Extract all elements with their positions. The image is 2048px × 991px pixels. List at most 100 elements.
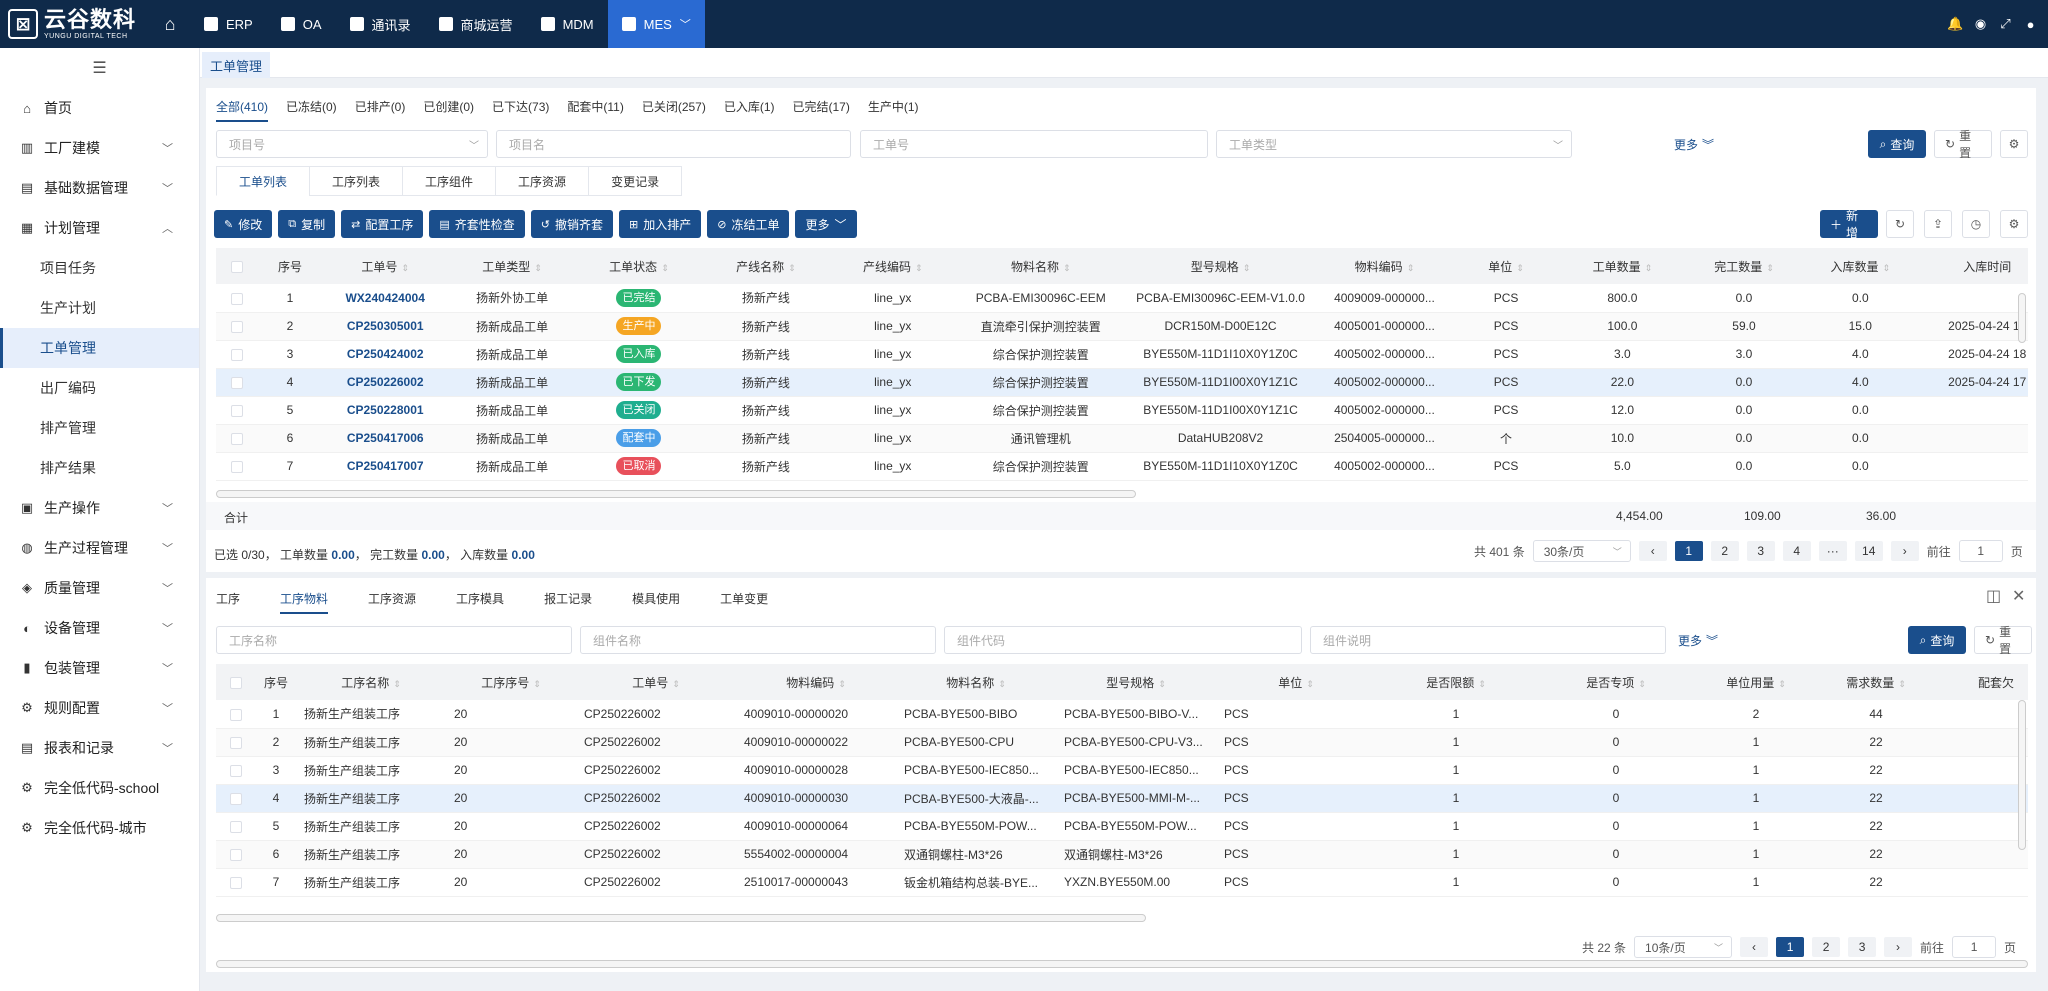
table-row[interactable]: 2 扬新生产组装工序 20 CP250226002 4009010-00000022 PC… <box>216 728 2028 757</box>
column-header[interactable]: 工单状态 ⇕ <box>575 248 703 284</box>
sub-tab[interactable]: 工序列表 <box>309 166 403 196</box>
sidebar-subitem[interactable]: 排产结果 <box>40 460 96 476</box>
sort-icon[interactable]: ⇕ <box>1516 262 1524 273</box>
toolbar-button[interactable]: ⊞ 加入排产 <box>619 210 702 238</box>
column-header[interactable]: 需求数量 ⇕ <box>1816 664 1936 700</box>
column-header[interactable]: 物料名称 ⇕ <box>956 248 1126 284</box>
column-settings-icon[interactable]: ⚙ <box>2000 210 2028 238</box>
top-nav-item[interactable]: MDM <box>527 0 608 48</box>
sidebar-subitem[interactable]: 排产管理 <box>40 420 96 436</box>
column-header[interactable]: 型号规格 ⇕ <box>1125 248 1316 284</box>
sort-icon[interactable]: ⇕ <box>914 262 923 273</box>
sort-icon[interactable]: ⇕ <box>1644 262 1653 273</box>
column-header[interactable]: 完工数量 ⇕ <box>1685 248 1803 284</box>
page-size-select[interactable]: 30条/页 ﹀ <box>1532 540 1631 562</box>
row-checkbox[interactable] <box>230 736 242 749</box>
sidebar-subitem[interactable]: 出厂编码 <box>40 380 96 396</box>
sidebar-item[interactable]: ⚙ 完全低代码-school <box>0 768 199 808</box>
page-number[interactable]: 14 <box>1854 541 1883 561</box>
user-icon[interactable]: ● <box>2026 16 2035 32</box>
column-header[interactable]: 是否限额 ⇕ <box>1376 664 1536 700</box>
column-header[interactable]: 物料编码 ⇕ <box>1315 248 1454 284</box>
page-size-select[interactable]: 10条/页 ﹀ <box>1634 936 1733 958</box>
vertical-scrollbar[interactable] <box>2018 700 2026 850</box>
sidebar-item[interactable]: ◐ 设备管理 ﹀ <box>0 608 199 648</box>
sort-icon[interactable]: ⇕ <box>1158 678 1166 689</box>
sort-icon[interactable]: ⇕ <box>1882 262 1891 273</box>
row-checkbox[interactable] <box>231 404 244 417</box>
goto-page-input[interactable]: 1 <box>1958 540 2003 562</box>
sub-tab[interactable]: 工单列表 <box>216 166 310 196</box>
sort-icon[interactable]: ⇕ <box>788 262 796 273</box>
detail-tab[interactable]: 工序物料 <box>280 590 329 614</box>
cell-order[interactable]: CP250226002 <box>321 368 449 397</box>
row-checkbox[interactable] <box>230 708 242 721</box>
close-icon[interactable]: ✕ <box>2012 588 2026 605</box>
split-view-icon[interactable]: ◫ <box>1986 588 2002 605</box>
row-checkbox[interactable] <box>230 764 242 777</box>
bell-icon[interactable]: 🔔 <box>1947 16 1964 31</box>
sort-icon[interactable]: ⇕ <box>401 262 409 273</box>
page-number[interactable]: 4 <box>1782 541 1811 561</box>
sort-icon[interactable]: ⇕ <box>661 262 669 273</box>
toolbar-button[interactable]: 更多 ﹀ <box>795 210 857 238</box>
sort-icon[interactable]: ⇕ <box>1063 262 1071 273</box>
sidebar-item[interactable]: ⚙ 完全低代码-城市 <box>0 808 199 848</box>
page-number[interactable]: 1 <box>1776 937 1805 957</box>
status-tab[interactable]: 已完结(17) <box>792 100 850 114</box>
select-all-checkbox[interactable] <box>230 676 242 689</box>
sidebar-item[interactable]: ▤ 报表和记录 ﹀ <box>0 728 199 768</box>
sort-icon[interactable]: ⇕ <box>1766 262 1774 273</box>
top-nav-item[interactable]: 商城运营 <box>425 0 527 48</box>
column-header[interactable]: 是否专项 ⇕ <box>1536 664 1696 700</box>
row-checkbox[interactable] <box>231 292 244 305</box>
sidebar-item[interactable]: ⌂ 首页 <box>0 88 199 128</box>
horizontal-scrollbar[interactable] <box>216 914 1146 922</box>
horizontal-scrollbar[interactable] <box>216 490 1136 498</box>
project-name-input[interactable]: 项目名 <box>496 130 851 158</box>
detail-tab[interactable]: 工序资源 <box>368 592 417 606</box>
prev-page-icon[interactable]: ‹ <box>1638 541 1667 561</box>
sidebar-item[interactable]: ▣ 生产操作 ﹀ <box>0 488 199 528</box>
toolbar-button[interactable]: ⇄ 配置工序 <box>341 210 424 238</box>
page-number[interactable]: 2 <box>1812 937 1841 957</box>
status-tab[interactable]: 配套中(11) <box>567 100 624 114</box>
prev-page-icon[interactable]: ‹ <box>1740 937 1769 957</box>
row-checkbox[interactable] <box>230 848 242 861</box>
sidebar-item[interactable]: ◍ 生产过程管理 ﹀ <box>0 528 199 568</box>
column-header[interactable]: 入库时间 <box>1918 248 2028 284</box>
top-nav-item[interactable]: MES ﹀ <box>607 0 705 48</box>
toolbar-button[interactable]: ▤ 齐套性检查 <box>429 210 525 238</box>
status-tab[interactable]: 生产中(1) <box>867 100 919 114</box>
page-horizontal-scrollbar[interactable] <box>216 960 2028 968</box>
row-checkbox[interactable] <box>230 792 242 805</box>
table-row[interactable]: 1 WX240424004 扬新外协工单 已完结 扬新产线 line_yx PCBA-EMI… <box>216 284 2028 313</box>
top-nav-item[interactable]: OA <box>267 0 336 48</box>
top-nav-item[interactable]: ERP <box>190 0 267 48</box>
reset-button[interactable]: ↻ 重置 <box>1934 129 1992 160</box>
sidebar-item[interactable]: ⚙ 规则配置 ﹀ <box>0 688 199 728</box>
detail-tab[interactable]: 模具使用 <box>632 592 681 606</box>
table-row[interactable]: 5 扬新生产组装工序 20 CP250226002 4009010-00000064 PC… <box>216 812 2028 841</box>
refresh-icon[interactable]: ↻ <box>1886 210 1914 238</box>
table-row[interactable]: 3 扬新生产组装工序 20 CP250226002 4009010-00000028 PC… <box>216 756 2028 785</box>
cell-order[interactable]: CP250228001 <box>321 396 449 425</box>
sidebar-subitem[interactable]: 工单管理 <box>0 328 199 368</box>
cell-order[interactable]: CP250305001 <box>321 312 449 341</box>
column-header[interactable]: 入库数量 ⇕ <box>1802 248 1919 284</box>
table-row[interactable]: 2 CP250305001 扬新成品工单 生产中 扬新产线 line_yx 直流牵引保护测控… <box>216 312 2028 341</box>
status-tab[interactable]: 已创建(0) <box>423 100 475 114</box>
table-row[interactable]: 6 CP250417006 扬新成品工单 配套中 扬新产线 line_yx 通讯管理机 Dat… <box>216 424 2028 453</box>
sub-tab[interactable]: 工序资源 <box>495 166 589 196</box>
column-header[interactable]: 配套欠 <box>1936 664 2028 700</box>
toolbar-button[interactable]: ✎ 修改 <box>214 210 273 238</box>
column-header[interactable]: 序号 <box>256 664 296 700</box>
table-row[interactable]: 4 扬新生产组装工序 20 CP250226002 4009010-00000030 PC… <box>216 784 2028 813</box>
more-filters-link[interactable]: 更多 ︾ <box>1674 136 1714 153</box>
page-number[interactable]: ··· <box>1818 541 1847 561</box>
table-row[interactable]: 1 扬新生产组装工序 20 CP250226002 4009010-00000020 PC… <box>216 700 2028 729</box>
select-all-checkbox[interactable] <box>231 260 244 273</box>
status-tab[interactable]: 已关闭(257) <box>641 100 706 114</box>
sub-tab[interactable]: 工序组件 <box>402 166 496 196</box>
page-number[interactable]: 3 <box>1746 541 1775 561</box>
